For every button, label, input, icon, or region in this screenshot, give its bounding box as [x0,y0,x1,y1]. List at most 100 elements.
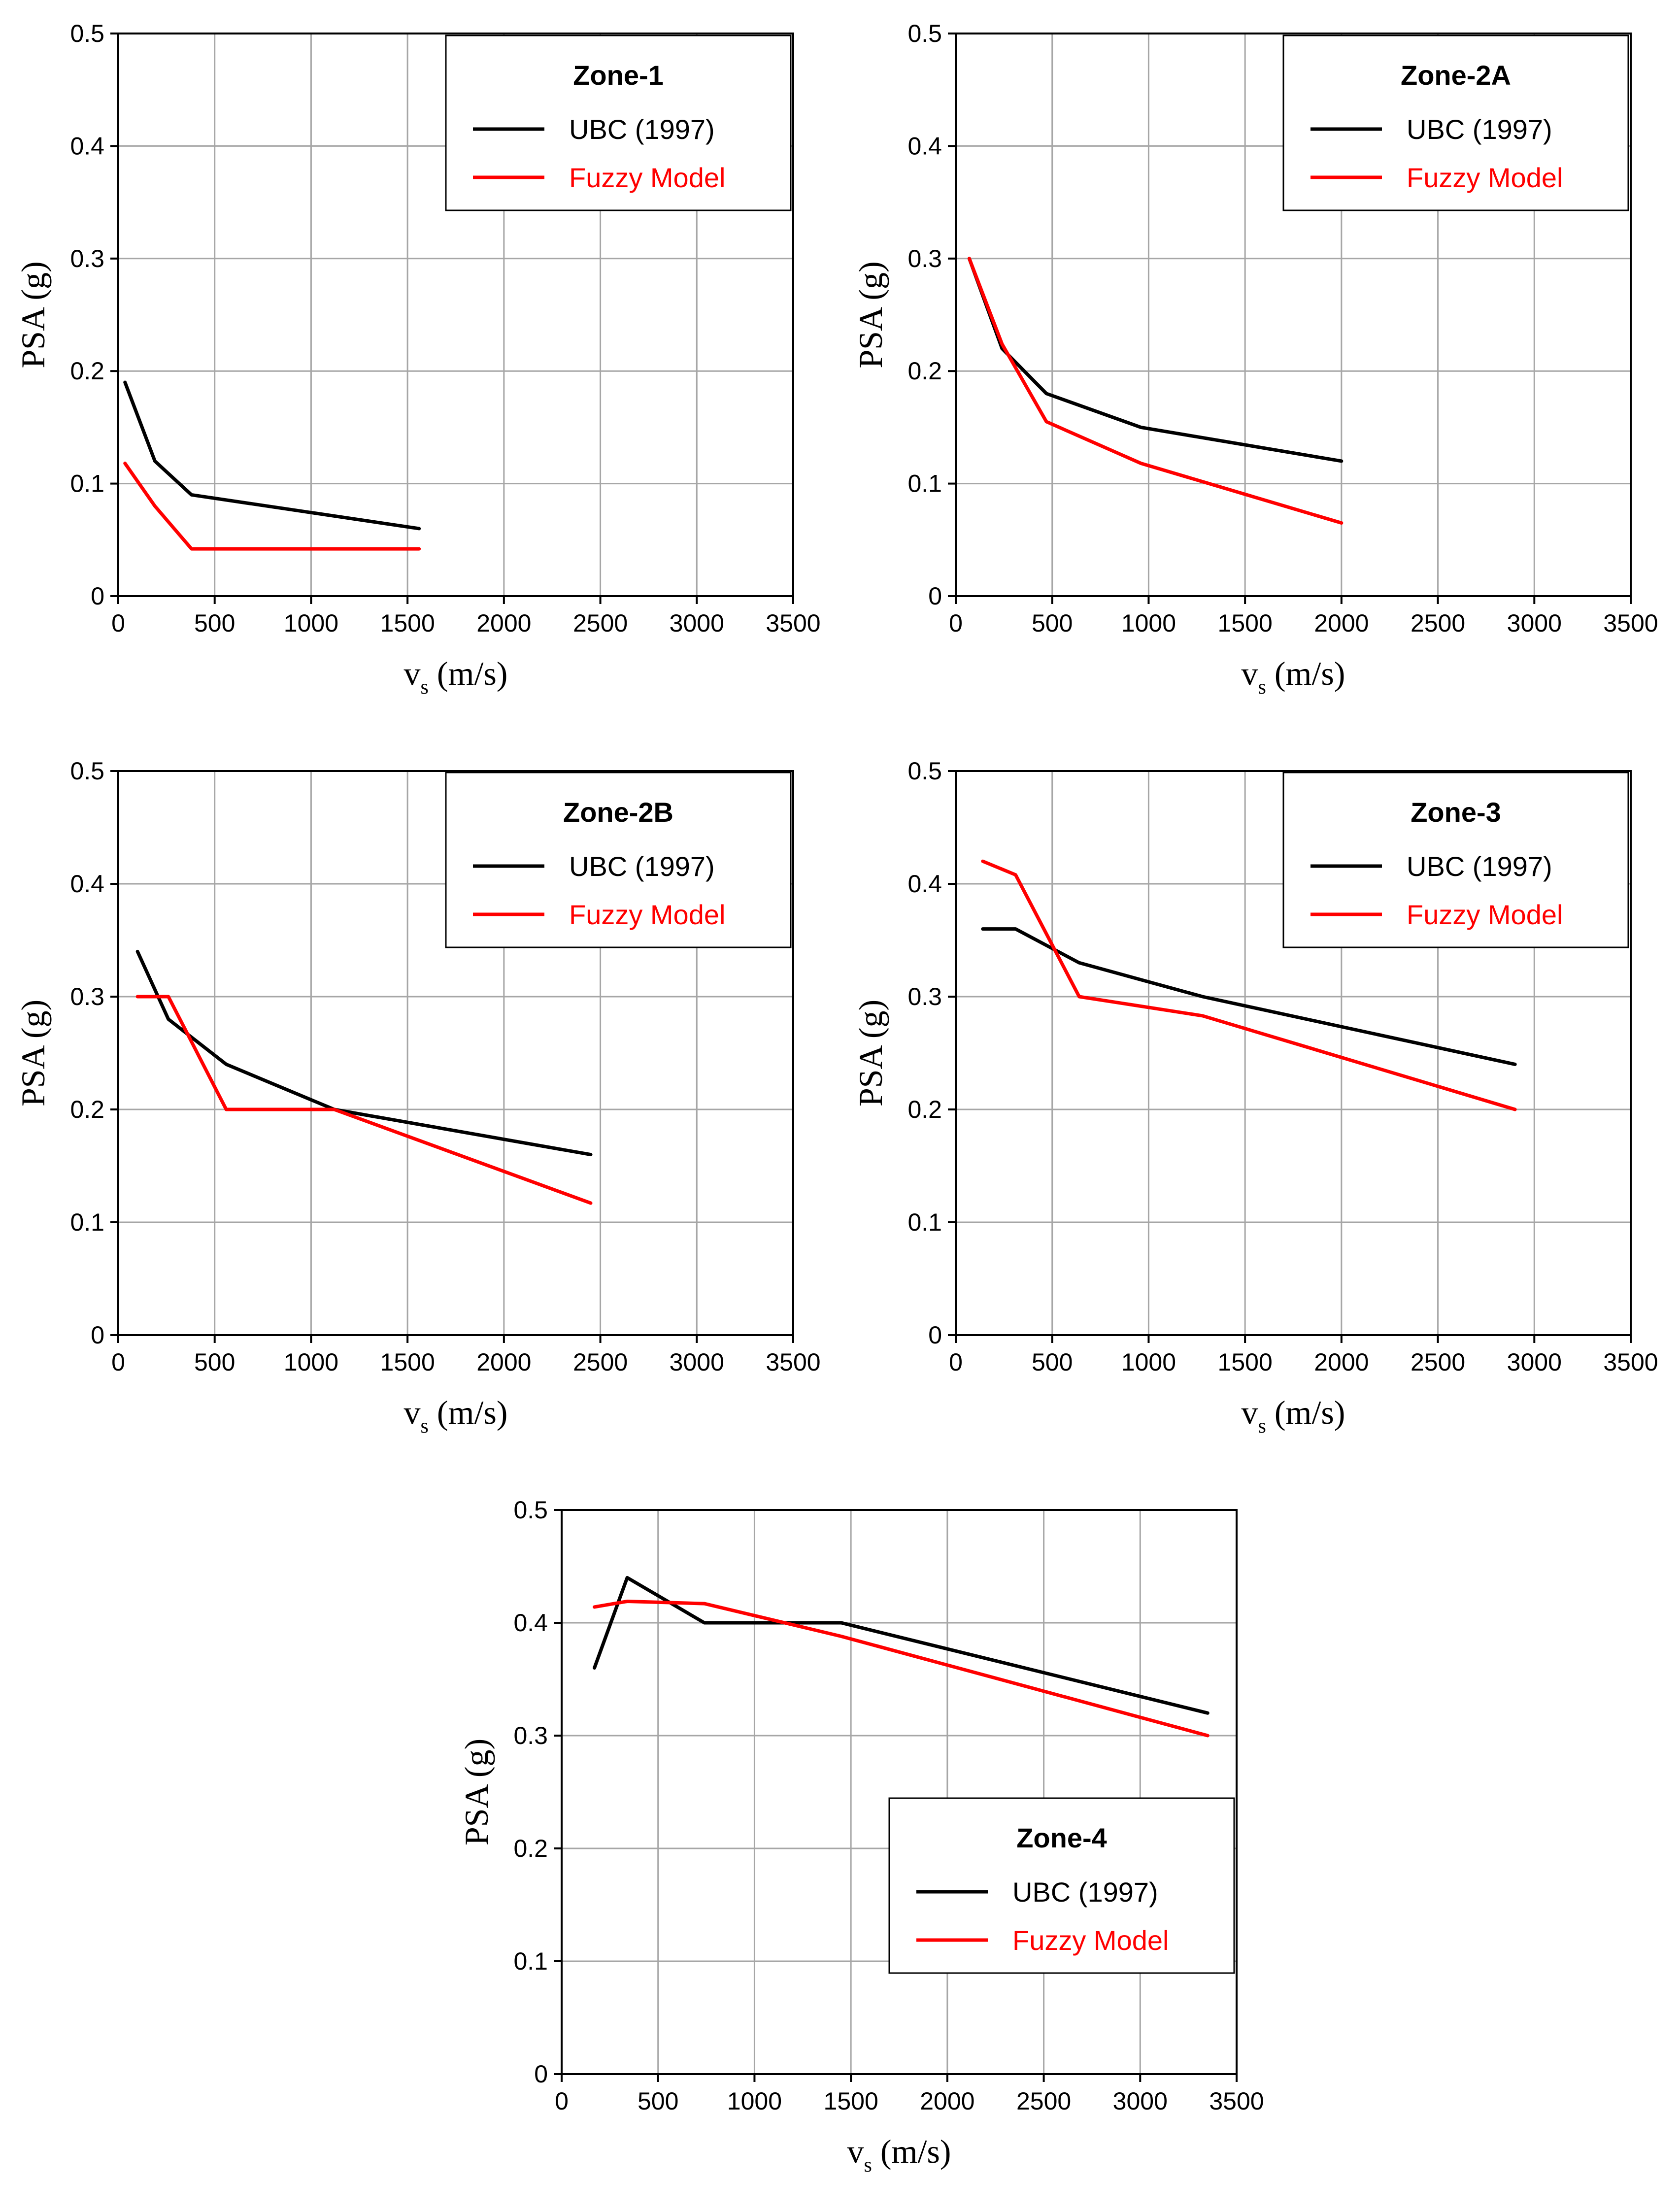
legend-box [1282,771,1629,948]
series-line-fuzzy-model [123,461,421,551]
y-tick-label: 0 [928,1321,942,1349]
legend-label-ubc-1997: UBC (1997) [1012,1877,1158,1908]
x-tick-label: 500 [194,1348,235,1376]
x-tick-label: 2000 [1314,1348,1369,1376]
y-tick-label: 0.5 [907,757,942,785]
y-tick-label: 0.1 [70,1208,104,1236]
series-line-fuzzy-model [967,257,1344,525]
plot-frame [117,770,794,1336]
x-tick-label: 2000 [476,1348,531,1376]
series-line-ubc-1997 [123,380,421,531]
x-tick-label: 500 [638,2087,678,2115]
x-axis-label-main: v [847,2133,864,2170]
legend-box [445,771,792,948]
y-axis-label: PSA (g) [852,261,889,368]
x-tick-label: 500 [194,609,235,637]
x-tick-label: 2500 [573,1348,628,1376]
x-axis-label: vs (m/s) [404,655,508,699]
legend: Zone-4 UBC (1997) Fuzzy Model [888,1797,1235,1974]
x-axis-label: vs (m/s) [847,2133,951,2177]
y-tick-label: 0.2 [907,357,942,385]
chart-panel-4: 0 500 1000 1500 2000 2500 3000 3500 0 0.1 0.2 0.3 0.… [852,757,1658,1438]
y-tick-label: 0.2 [70,357,104,385]
y-tick-label: 0.3 [513,1722,548,1749]
legend-box [888,1797,1235,1974]
x-tick-label: 3500 [1603,609,1658,637]
y-tick-label: 0.3 [907,245,942,272]
y-axis-label: PSA (g) [458,1739,495,1845]
y-tick-label: 0.4 [513,1609,548,1637]
x-tick-label: 3000 [1507,609,1562,637]
x-tick-label: 500 [1032,1348,1073,1376]
y-tick-label: 0 [91,1321,104,1349]
legend: Zone-1 UBC (1997) Fuzzy Model [445,34,792,211]
x-tick-label: 1000 [284,609,338,637]
x-axis-label-main: v [404,655,421,692]
y-tick-label: 0.5 [513,1496,548,1524]
legend-label-ubc-1997: UBC (1997) [1407,114,1552,145]
plot-frame [117,33,794,597]
y-tick-label: 0.4 [70,132,104,160]
chart-panel-1: 0 500 1000 1500 2000 2500 3000 3500 0 0.1 0.2 0.3 0.… [14,20,821,699]
x-tick-label: 2000 [1314,609,1369,637]
legend-label-fuzzy-model: Fuzzy Model [1407,162,1563,193]
x-tick-label: 1500 [1218,609,1273,637]
x-axis-label-subscript: s [1258,676,1266,699]
y-tick-label: 0.4 [907,870,942,898]
x-axis-label-subscript: s [421,676,429,699]
x-tick-label: 1000 [1121,1348,1176,1376]
y-axis-label: PSA (g) [852,1000,889,1106]
y-tick-label: 0 [534,2060,548,2088]
legend-label-ubc-1997: UBC (1997) [569,851,715,882]
series-line-fuzzy-model [135,995,593,1205]
x-tick-label: 1500 [1218,1348,1273,1376]
y-tick-label: 0.3 [907,983,942,1010]
chart-panel-5: 0 500 1000 1500 2000 2500 3000 3500 0 0.1 0.2 0.3 0.… [458,1496,1264,2177]
x-axis-label-units: (m/s) [429,655,508,692]
x-tick-label: 2500 [1411,609,1465,637]
x-tick-label: 2500 [1411,1348,1465,1376]
y-tick-label: 0.1 [513,1947,548,1975]
legend: Zone-2B UBC (1997) Fuzzy Model [445,771,792,948]
series-line-ubc-1997 [593,1575,1210,1715]
x-axis-label-subscript: s [421,1415,429,1438]
x-tick-label: 1500 [380,1348,435,1376]
series-line-fuzzy-model [981,859,1517,1111]
series-line-ubc-1997 [967,257,1344,463]
y-axis-label: PSA (g) [14,261,52,368]
plot-frame [561,1509,1238,2075]
x-axis-label: vs (m/s) [1242,1394,1345,1438]
x-axis-label-units: (m/s) [1266,1394,1345,1431]
x-tick-label: 1500 [380,609,435,637]
y-tick-label: 0.4 [907,132,942,160]
plot-frame [955,770,1632,1336]
legend-label-ubc-1997: UBC (1997) [1407,851,1552,882]
series-line-fuzzy-model [593,1599,1210,1738]
x-tick-label: 3000 [670,1348,724,1376]
x-axis-label-units: (m/s) [1266,655,1345,692]
x-tick-label: 0 [111,609,125,637]
chart-panel-3: 0 500 1000 1500 2000 2500 3000 3500 0 0.1 0.2 0.3 0.… [14,757,821,1438]
plot-frame [955,33,1632,597]
x-axis-label-subscript: s [1258,1415,1266,1438]
x-axis-label: vs (m/s) [404,1394,508,1438]
x-tick-label: 1000 [1121,609,1176,637]
legend-label-fuzzy-model: Fuzzy Model [1407,899,1563,930]
y-tick-label: 0.2 [70,1096,104,1123]
y-tick-label: 0.1 [907,470,942,498]
legend-title: Zone-2B [563,797,673,828]
x-tick-label: 2500 [1016,2087,1071,2115]
legend-title: Zone-4 [1016,1822,1107,1853]
x-tick-label: 3500 [766,609,820,637]
x-tick-label: 3500 [1603,1348,1658,1376]
x-tick-label: 1500 [824,2087,878,2115]
legend-title: Zone-2A [1401,60,1511,91]
legend-label-fuzzy-model: Fuzzy Model [1012,1925,1169,1956]
x-tick-label: 0 [111,1348,125,1376]
y-tick-label: 0 [928,582,942,610]
x-axis-label-units: (m/s) [429,1394,508,1431]
x-tick-label: 2500 [573,609,628,637]
y-tick-label: 0.2 [907,1096,942,1123]
x-tick-label: 3000 [670,609,724,637]
